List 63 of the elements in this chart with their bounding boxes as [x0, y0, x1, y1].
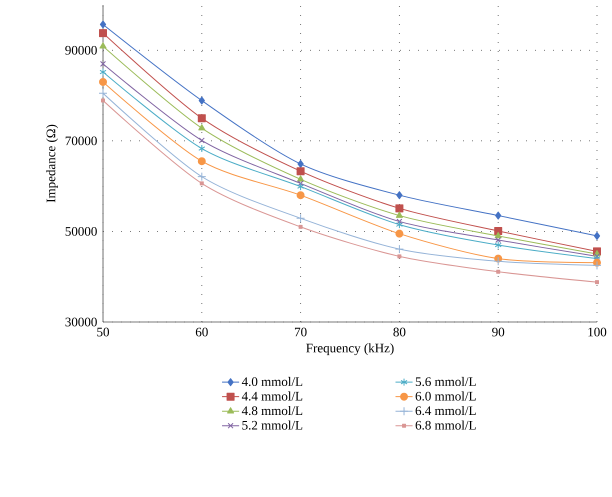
point [99, 42, 107, 48]
y-tick-label: 90000 [65, 46, 97, 55]
point [296, 191, 305, 200]
point [396, 218, 402, 224]
point [494, 241, 502, 250]
point [494, 256, 503, 266]
legend-label: 5.2 mmol/L [242, 420, 302, 430]
point [396, 220, 403, 229]
legend-label: 5.6 mmol/L [416, 376, 476, 386]
point [394, 244, 404, 254]
x-axis-title: Frequency (kHz) [306, 343, 394, 356]
point [99, 68, 107, 76]
x-tick-label: 100 [588, 328, 606, 336]
point [397, 254, 402, 258]
point [296, 167, 305, 176]
point [496, 270, 500, 274]
legend-label: 4.4 mmol/L [242, 391, 302, 401]
y-tick-label: 70000 [66, 136, 97, 146]
legend-label: 6.4 mmol/L [416, 406, 476, 416]
x-tick-label: 90 [492, 328, 504, 336]
point [594, 232, 600, 240]
x-tick-label: 50 [97, 328, 110, 336]
point [495, 212, 502, 220]
point [198, 137, 205, 144]
point [296, 214, 306, 223]
point [594, 280, 599, 284]
point [198, 124, 206, 130]
point [298, 224, 303, 229]
x-tick-label: 80 [393, 328, 406, 336]
y-axis-title: Impedance (Ω) [46, 124, 58, 202]
point [395, 204, 404, 212]
x-tick-label: 70 [294, 328, 307, 336]
point [197, 172, 206, 182]
point [297, 182, 304, 191]
point [100, 20, 106, 28]
point [592, 260, 602, 270]
legend-label: 6.8 mmol/L [416, 420, 476, 430]
point [495, 237, 502, 243]
point [198, 144, 206, 153]
legend-label: 4.8 mmol/L [242, 406, 302, 416]
legend-label: 4.0 mmol/L [242, 376, 302, 386]
point [198, 157, 206, 166]
point [101, 98, 106, 103]
point [99, 78, 108, 86]
legend-label: 6.0 mmol/L [416, 391, 476, 401]
point [297, 160, 304, 168]
x-tick-label: 60 [196, 328, 208, 336]
point [198, 96, 205, 105]
point [200, 181, 204, 186]
point [395, 230, 404, 238]
y-tick-label: 30000 [65, 318, 97, 326]
point [494, 232, 502, 238]
point [100, 60, 106, 67]
point [98, 88, 108, 98]
point [297, 175, 304, 182]
point [298, 180, 304, 186]
point [594, 253, 600, 260]
y-tick-label: 50000 [66, 227, 97, 236]
point [396, 212, 403, 218]
point [198, 114, 206, 122]
point [396, 191, 403, 200]
point [99, 29, 108, 38]
point [494, 226, 502, 235]
